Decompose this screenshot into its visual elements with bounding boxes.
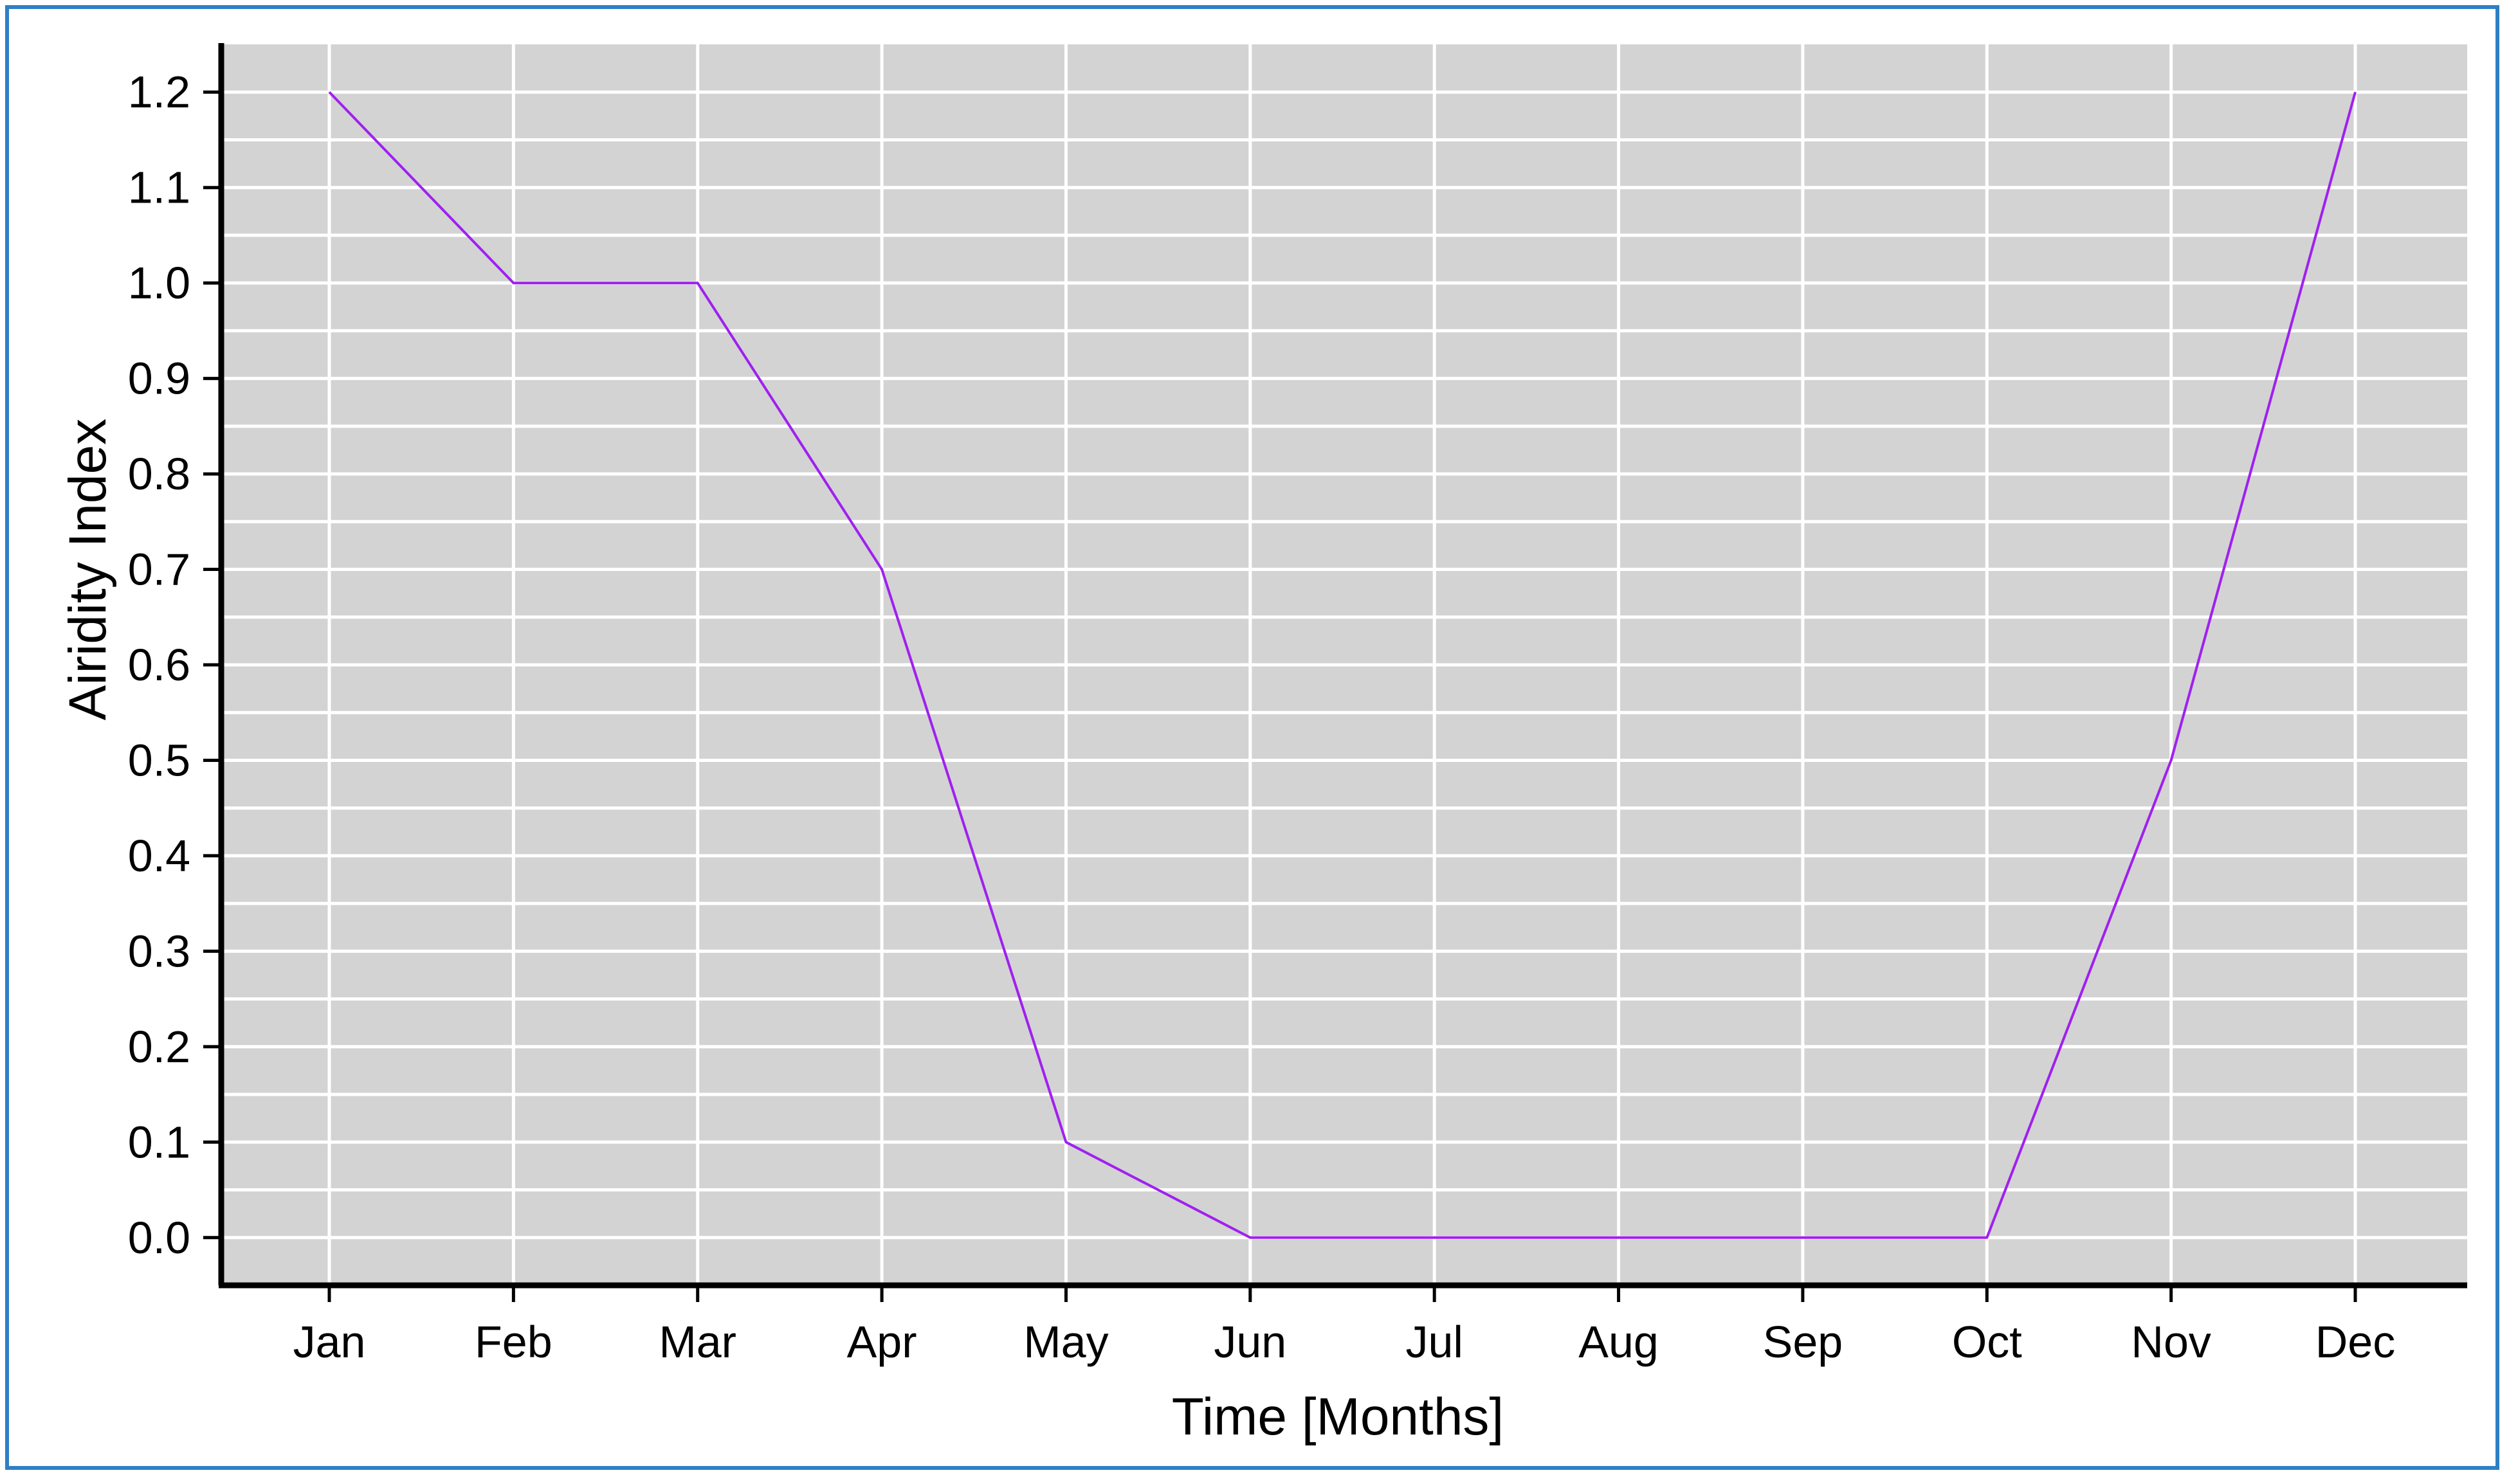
y-tick-label: 0.0 bbox=[128, 1213, 190, 1263]
y-tick-label: 0.9 bbox=[128, 354, 190, 404]
x-tick-label: Apr bbox=[847, 1317, 917, 1367]
grid-lines bbox=[221, 44, 2467, 1287]
x-tick-label: Feb bbox=[475, 1317, 552, 1367]
y-tick-labels: 0.0 0.1 0.2 0.3 0.4 0.5 0.6 0.7 0.8 0.9 1.0 1.1 1.2 bbox=[128, 67, 190, 1263]
axes bbox=[203, 43, 2467, 1302]
x-tick-label: Dec bbox=[2315, 1317, 2395, 1367]
y-tick-label: 1.0 bbox=[128, 258, 190, 308]
x-tick-label: Mar bbox=[659, 1317, 736, 1367]
y-tick-label: 0.3 bbox=[128, 926, 190, 976]
y-tick-label: 0.8 bbox=[128, 449, 190, 499]
y-tick-label: 0.7 bbox=[128, 545, 190, 595]
x-tick-label: Oct bbox=[1952, 1317, 2022, 1367]
x-tick-label: May bbox=[1023, 1317, 1108, 1367]
aridity-line-chart: 0.00.10.20.30.40.50.60.70.80.91.01.11.2 … bbox=[59, 43, 2467, 1446]
x-tick-label: Jul bbox=[1405, 1317, 1463, 1367]
x-tick-label: Nov bbox=[2131, 1317, 2211, 1367]
x-tick-labels: Jan Feb Mar Apr May Jun Jul Aug Sep Oct Nov Dec bbox=[293, 1317, 2396, 1367]
y-tick-label: 0.2 bbox=[128, 1022, 190, 1072]
x-tick-label: Sep bbox=[1763, 1317, 1843, 1367]
x-axis-title: Time [Months] bbox=[1172, 1388, 1504, 1446]
series-layer bbox=[328, 91, 2357, 1239]
y-tick-label: 0.1 bbox=[128, 1117, 190, 1167]
y-tick-label: 1.2 bbox=[128, 67, 190, 117]
y-tick-label: 0.4 bbox=[128, 831, 190, 881]
y-tick-label: 0.5 bbox=[128, 735, 190, 785]
x-tick-label: Aug bbox=[1578, 1317, 1659, 1367]
x-tick-label: Jan bbox=[293, 1317, 366, 1367]
y-tick-label: 0.6 bbox=[128, 640, 190, 690]
y-axis-title: Airidity Index bbox=[59, 419, 117, 720]
series-line bbox=[328, 91, 2357, 1239]
y-tick-label: 1.1 bbox=[128, 163, 190, 213]
chart-frame: 0.0 0.1 0.2 0.3 0.4 0.5 0.6 0.7 0.8 0.9 1.0 1.1 1.2 … bbox=[5, 5, 2499, 1470]
x-tick-label: Jun bbox=[1214, 1317, 1286, 1367]
